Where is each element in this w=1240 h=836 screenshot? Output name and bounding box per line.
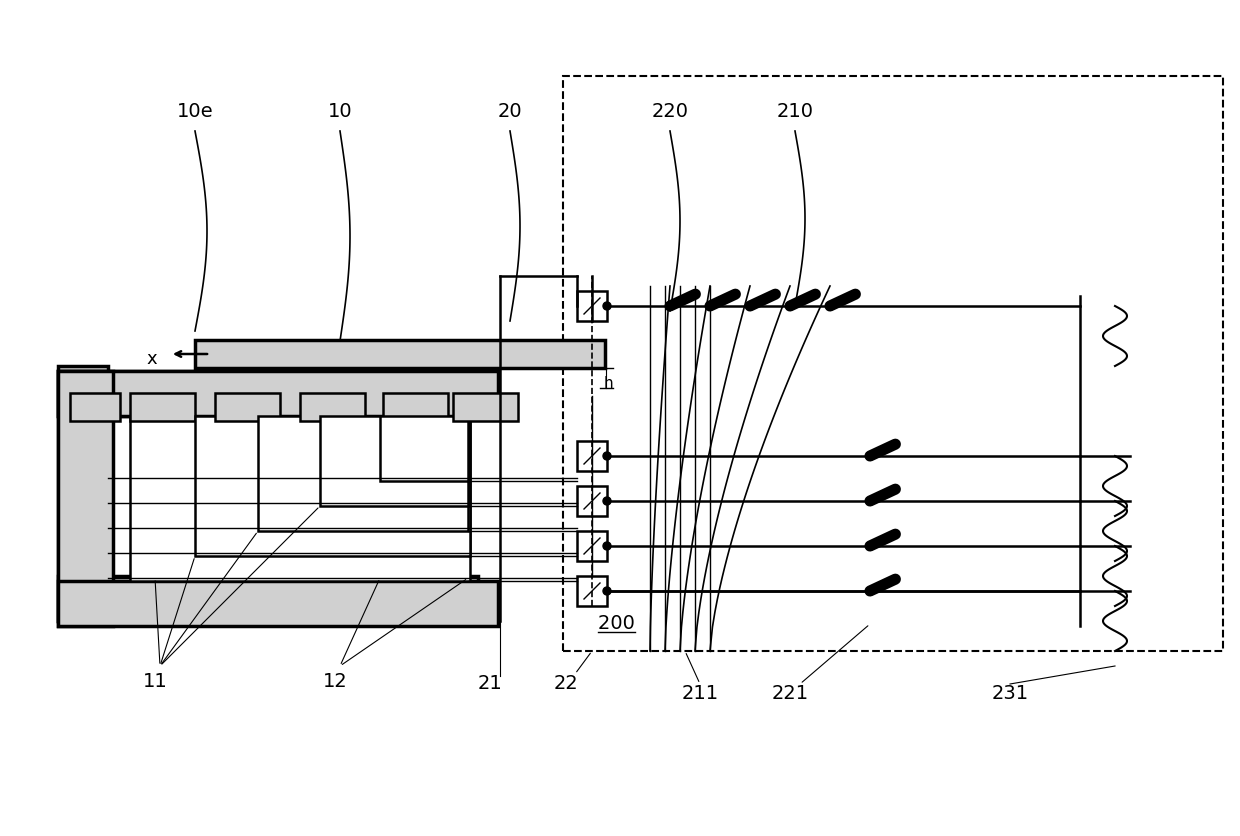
Bar: [58, 366, 108, 621]
Circle shape: [866, 497, 874, 506]
Circle shape: [603, 543, 611, 550]
Circle shape: [866, 543, 874, 550]
Bar: [69, 394, 120, 421]
Circle shape: [603, 452, 611, 461]
Bar: [383, 394, 448, 421]
Text: 10e: 10e: [176, 102, 213, 121]
Text: 210: 210: [776, 102, 813, 121]
Bar: [58, 371, 113, 626]
Text: h: h: [603, 376, 613, 391]
Bar: [58, 371, 498, 416]
Bar: [195, 416, 470, 556]
Circle shape: [826, 303, 835, 311]
Circle shape: [746, 303, 754, 311]
Circle shape: [866, 543, 874, 550]
Bar: [577, 487, 608, 517]
Circle shape: [866, 497, 874, 506]
Bar: [320, 416, 467, 507]
Text: 220: 220: [651, 102, 688, 121]
Bar: [195, 340, 605, 369]
Bar: [577, 441, 608, 472]
Circle shape: [866, 452, 874, 461]
Bar: [58, 576, 477, 621]
Bar: [58, 581, 498, 626]
Circle shape: [603, 303, 611, 311]
Circle shape: [866, 588, 874, 595]
Circle shape: [706, 303, 714, 311]
Circle shape: [603, 588, 611, 595]
Circle shape: [866, 588, 874, 595]
Bar: [577, 532, 608, 561]
Circle shape: [666, 303, 675, 311]
Bar: [258, 416, 467, 532]
Bar: [130, 416, 470, 581]
Bar: [215, 394, 280, 421]
Bar: [58, 371, 477, 416]
Bar: [577, 576, 608, 606]
Circle shape: [706, 303, 714, 311]
Circle shape: [866, 588, 874, 595]
Text: ​200: ​200: [598, 614, 635, 632]
Circle shape: [866, 543, 874, 550]
Text: 22: 22: [553, 673, 578, 692]
Text: 10: 10: [327, 102, 352, 121]
Circle shape: [786, 303, 794, 311]
Circle shape: [786, 303, 794, 311]
Circle shape: [866, 497, 874, 506]
Text: 12: 12: [322, 671, 347, 691]
Text: 21: 21: [477, 673, 502, 692]
Bar: [577, 292, 608, 322]
Circle shape: [603, 497, 611, 506]
Circle shape: [666, 303, 675, 311]
Text: 221: 221: [771, 683, 808, 702]
Circle shape: [746, 303, 754, 311]
Bar: [130, 394, 195, 421]
Circle shape: [866, 452, 874, 461]
Text: x: x: [146, 349, 157, 368]
Text: 211: 211: [682, 683, 718, 702]
Bar: [379, 416, 467, 482]
Text: 11: 11: [143, 671, 167, 691]
Text: 20: 20: [497, 102, 522, 121]
Circle shape: [826, 303, 835, 311]
Circle shape: [866, 452, 874, 461]
Bar: [453, 394, 518, 421]
Bar: [300, 394, 365, 421]
Text: 231: 231: [992, 683, 1028, 702]
Bar: [563, 77, 1223, 651]
